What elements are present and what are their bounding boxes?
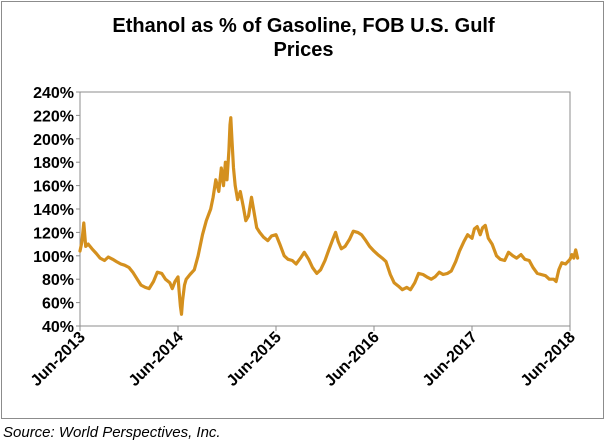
y-tick-label: 220% — [33, 108, 74, 125]
y-tick-label: 160% — [33, 179, 74, 196]
x-tick-label: Jun-2016 — [322, 329, 383, 390]
y-tick-label: 180% — [33, 155, 74, 172]
x-tick-label: Jun-2014 — [126, 329, 187, 390]
y-tick-label: 80% — [42, 272, 74, 289]
y-tick-label: 60% — [42, 296, 74, 313]
source-note: Source: World Perspectives, Inc. — [3, 424, 221, 441]
chart-title: Ethanol as % of Gasoline, FOB U.S. Gulf … — [2, 14, 605, 62]
chart-frame: Ethanol as % of Gasoline, FOB U.S. Gulf … — [1, 1, 604, 419]
y-tick-label: 140% — [33, 202, 74, 219]
x-tick-label: Jun-2018 — [518, 329, 579, 390]
x-tick-label: Jun-2017 — [420, 329, 481, 390]
x-tick-label: Jun-2013 — [28, 329, 89, 390]
x-tick-label: Jun-2015 — [224, 329, 285, 390]
y-tick-label: 240% — [33, 85, 74, 102]
chart-title-line-1: Ethanol as % of Gasoline, FOB U.S. Gulf — [112, 15, 495, 37]
y-tick-label: 40% — [42, 319, 74, 336]
chart-title-line-2: Prices — [273, 39, 334, 61]
y-tick-label: 100% — [33, 249, 74, 266]
y-tick-label: 120% — [33, 225, 74, 242]
series-line — [78, 116, 580, 316]
y-tick-label: 200% — [33, 132, 74, 149]
plot-area — [79, 91, 571, 327]
